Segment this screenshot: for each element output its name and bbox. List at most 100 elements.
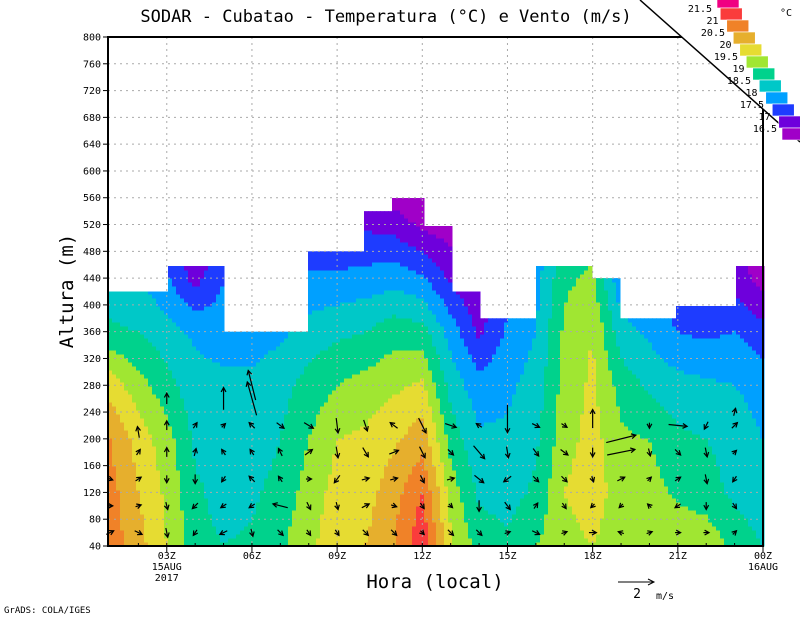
heat-cell bbox=[380, 318, 385, 323]
heat-cell bbox=[208, 374, 213, 379]
heat-cell bbox=[196, 382, 201, 387]
heat-cell bbox=[200, 526, 205, 531]
heat-cell bbox=[184, 478, 189, 483]
heat-cell bbox=[404, 470, 409, 475]
heat-cell bbox=[152, 386, 157, 391]
heat-cell bbox=[184, 418, 189, 423]
heat-cell bbox=[396, 330, 401, 335]
heat-cell bbox=[360, 510, 365, 515]
heat-cell bbox=[392, 458, 397, 463]
heat-cell bbox=[304, 338, 309, 343]
heat-cell bbox=[268, 522, 273, 527]
heat-cell bbox=[136, 298, 141, 303]
heat-cell bbox=[204, 346, 209, 351]
heat-cell bbox=[348, 410, 353, 415]
heat-cell bbox=[312, 534, 317, 539]
heat-cell bbox=[216, 450, 221, 455]
heat-cell bbox=[328, 534, 333, 539]
heat-cell bbox=[320, 494, 325, 499]
heat-cell bbox=[212, 506, 217, 511]
heat-cell bbox=[272, 358, 277, 363]
heat-cell bbox=[280, 362, 285, 367]
heat-cell bbox=[360, 338, 365, 343]
heat-cell bbox=[132, 486, 137, 491]
heat-cell bbox=[372, 494, 377, 499]
heat-cell bbox=[364, 214, 369, 219]
heat-cell bbox=[164, 366, 169, 371]
heat-cell bbox=[204, 522, 209, 527]
heat-cell bbox=[188, 418, 193, 423]
heat-cell bbox=[296, 534, 301, 539]
heat-cell bbox=[336, 490, 341, 495]
heat-cell bbox=[120, 434, 125, 439]
heat-cell bbox=[208, 470, 213, 475]
heat-cell bbox=[384, 258, 389, 263]
heat-cell bbox=[188, 374, 193, 379]
heat-cell bbox=[320, 386, 325, 391]
heat-cell bbox=[204, 450, 209, 455]
heat-cell bbox=[360, 446, 365, 451]
heat-cell bbox=[312, 326, 317, 331]
heat-cell bbox=[172, 474, 177, 479]
heat-cell bbox=[168, 406, 173, 411]
heat-cell bbox=[148, 542, 153, 547]
heat-cell bbox=[328, 450, 333, 455]
heat-cell bbox=[296, 502, 301, 507]
heat-cell bbox=[268, 370, 273, 375]
heat-cell bbox=[256, 430, 261, 435]
heat-cell bbox=[372, 378, 377, 383]
heat-cell bbox=[376, 434, 381, 439]
heat-cell bbox=[220, 498, 225, 503]
heat-cell bbox=[120, 502, 125, 507]
heat-cell bbox=[140, 526, 145, 531]
heat-cell bbox=[348, 390, 353, 395]
heat-cell bbox=[360, 430, 365, 435]
heat-cell bbox=[368, 338, 373, 343]
heat-cell bbox=[124, 330, 129, 335]
heat-cell bbox=[232, 454, 237, 459]
heat-cell bbox=[188, 414, 193, 419]
heat-cell bbox=[280, 366, 285, 371]
heat-cell bbox=[260, 510, 265, 515]
heat-cell bbox=[392, 334, 397, 339]
heat-cell bbox=[356, 370, 361, 375]
heat-cell bbox=[368, 286, 373, 291]
heat-cell bbox=[380, 214, 385, 219]
heat-cell bbox=[212, 422, 217, 427]
heat-cell bbox=[136, 318, 141, 323]
heat-cell bbox=[180, 390, 185, 395]
heat-cell bbox=[180, 410, 185, 415]
heat-cell bbox=[312, 370, 317, 375]
heat-cell bbox=[336, 274, 341, 279]
heat-cell bbox=[244, 458, 249, 463]
heat-cell bbox=[188, 350, 193, 355]
heat-cell bbox=[108, 342, 113, 347]
heat-cell bbox=[176, 510, 181, 515]
heat-cell bbox=[352, 298, 357, 303]
heat-cell bbox=[152, 346, 157, 351]
heat-cell bbox=[376, 366, 381, 371]
heat-cell bbox=[136, 498, 141, 503]
heat-cell bbox=[184, 354, 189, 359]
heat-cell bbox=[212, 478, 217, 483]
heat-cell bbox=[384, 518, 389, 523]
heat-cell bbox=[388, 430, 393, 435]
heat-cell bbox=[144, 434, 149, 439]
heat-cell bbox=[400, 346, 405, 351]
heat-cell bbox=[388, 422, 393, 427]
heat-cell bbox=[356, 510, 361, 515]
heat-cell bbox=[148, 482, 153, 487]
heat-cell bbox=[316, 314, 321, 319]
heat-cell bbox=[376, 426, 381, 431]
heat-cell bbox=[156, 346, 161, 351]
heat-cell bbox=[176, 346, 181, 351]
heat-cell bbox=[236, 370, 241, 375]
heat-cell bbox=[224, 458, 229, 463]
heat-cell bbox=[296, 422, 301, 427]
heat-cell bbox=[212, 342, 217, 347]
heat-cell bbox=[364, 446, 369, 451]
heat-cell bbox=[376, 534, 381, 539]
heat-cell bbox=[388, 454, 393, 459]
heat-cell bbox=[364, 466, 369, 471]
heat-cell bbox=[288, 358, 293, 363]
